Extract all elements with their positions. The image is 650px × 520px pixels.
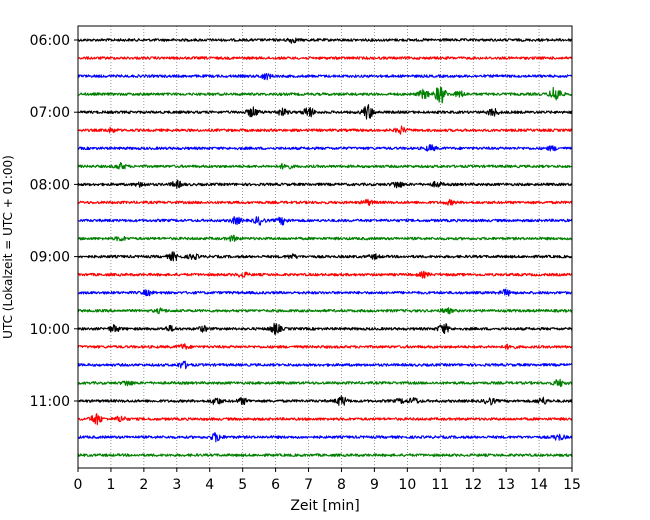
trace-line <box>77 307 573 315</box>
trace-line <box>77 125 573 135</box>
x-tick-label: 3 <box>172 477 181 493</box>
trace-line <box>77 104 573 120</box>
trace-line <box>77 198 573 207</box>
x-tick-label: 14 <box>530 477 548 493</box>
x-tick-label: 15 <box>563 477 581 493</box>
trace-line <box>77 251 573 262</box>
trace-line <box>77 413 573 426</box>
trace-line <box>77 216 573 226</box>
trace-line <box>77 378 573 388</box>
y-tick-label: 06:00 <box>30 33 70 49</box>
x-axis-title: Zeit [min] <box>290 498 359 514</box>
trace-line <box>77 395 573 406</box>
x-tick-label: 6 <box>271 477 280 493</box>
trace-line <box>77 56 573 60</box>
trace-line <box>77 144 573 152</box>
trace-line <box>77 343 573 350</box>
trace-line <box>77 37 573 44</box>
y-tick-label: 08:00 <box>30 177 70 193</box>
x-tick-label: 9 <box>370 477 379 493</box>
x-tick-label: 13 <box>497 477 515 493</box>
x-tick-label: 4 <box>205 477 214 493</box>
trace-line <box>77 288 573 297</box>
trace-line <box>77 432 573 443</box>
trace-line <box>77 270 573 279</box>
y-axis-title: UTC (Lokalzeit = UTC + 01:00) <box>1 155 15 339</box>
trace-line <box>77 234 573 242</box>
y-tick-label: 11:00 <box>30 394 70 410</box>
x-tick-label: 5 <box>238 477 247 493</box>
x-tick-label: 1 <box>106 477 115 493</box>
x-tick-label: 7 <box>304 477 313 493</box>
x-tick-label: 0 <box>74 477 83 493</box>
trace-line <box>77 453 573 457</box>
x-tick-label: 2 <box>139 477 148 493</box>
y-tick-label: 09:00 <box>30 250 70 266</box>
x-tick-label: 12 <box>464 477 482 493</box>
y-tick-label: 10:00 <box>30 322 70 338</box>
trace-line <box>77 322 573 335</box>
trace-layer <box>77 37 573 457</box>
trace-line <box>77 86 573 104</box>
x-tick-label: 10 <box>398 477 416 493</box>
y-axis: 06:00 07:00 08:00 09:00 10:00 11:00 <box>30 33 78 410</box>
x-axis: 0 1 2 3 4 5 6 7 8 9 10 11 12 13 14 15 <box>74 468 581 493</box>
plot-frame <box>77 25 573 469</box>
trace-line <box>77 72 573 81</box>
trace-line <box>77 162 573 170</box>
y-tick-label: 07:00 <box>30 105 70 121</box>
x-tick-label: 8 <box>337 477 346 493</box>
trace-line <box>77 360 573 370</box>
x-tick-label: 11 <box>431 477 449 493</box>
trace-line <box>77 179 573 189</box>
